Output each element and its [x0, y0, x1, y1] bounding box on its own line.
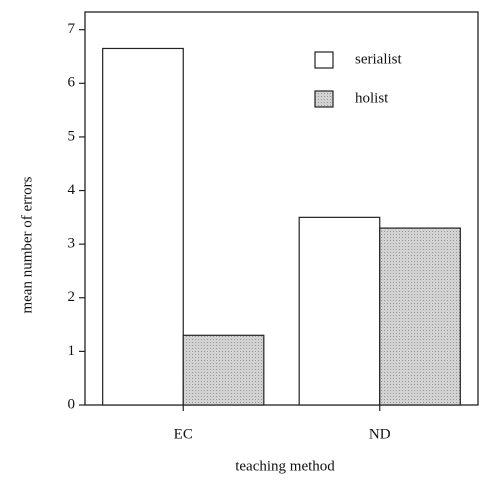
bar: [182, 334, 265, 406]
x-tick-label: ND: [369, 426, 391, 442]
y-tick-label: 0: [68, 396, 76, 412]
legend-swatch: [314, 90, 334, 108]
y-tick-label: 2: [68, 289, 76, 305]
x-axis-label: teaching method: [235, 458, 335, 474]
legend-label: holist: [355, 90, 389, 106]
bar: [298, 216, 381, 406]
y-tick-label: 4: [68, 182, 76, 198]
y-tick-label: 5: [68, 128, 76, 144]
legend-label: serialist: [355, 51, 402, 67]
y-tick-label: 1: [68, 343, 76, 359]
plot-frame: [84, 11, 479, 406]
x-tick-label: EC: [174, 426, 193, 442]
y-axis-label: mean number of errors: [19, 176, 35, 313]
y-tick-label: 3: [68, 236, 76, 252]
y-tick-label: 7: [68, 21, 76, 37]
bar: [379, 227, 461, 406]
bar: [102, 47, 184, 406]
legend-swatch: [314, 51, 334, 69]
y-tick-label: 6: [68, 75, 76, 91]
